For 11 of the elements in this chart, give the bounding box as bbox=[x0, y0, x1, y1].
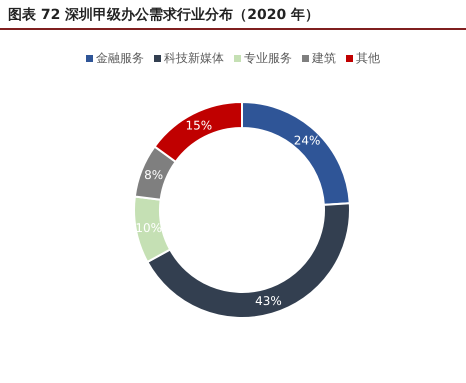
data-label: 43% bbox=[255, 294, 282, 308]
chart-title: 图表 72 深圳甲级办公需求行业分布（2020 年） bbox=[0, 0, 466, 30]
legend-label: 科技新媒体 bbox=[163, 50, 224, 67]
legend-label: 其他 bbox=[355, 50, 380, 67]
data-label: 10% bbox=[135, 220, 162, 235]
data-label: 8% bbox=[144, 168, 164, 182]
legend-label: 金融服务 bbox=[95, 50, 144, 67]
legend-label: 建筑 bbox=[311, 50, 336, 67]
legend-label: 专业服务 bbox=[243, 50, 292, 67]
data-label: 15% bbox=[186, 118, 212, 132]
data-label: 24% bbox=[294, 134, 320, 148]
